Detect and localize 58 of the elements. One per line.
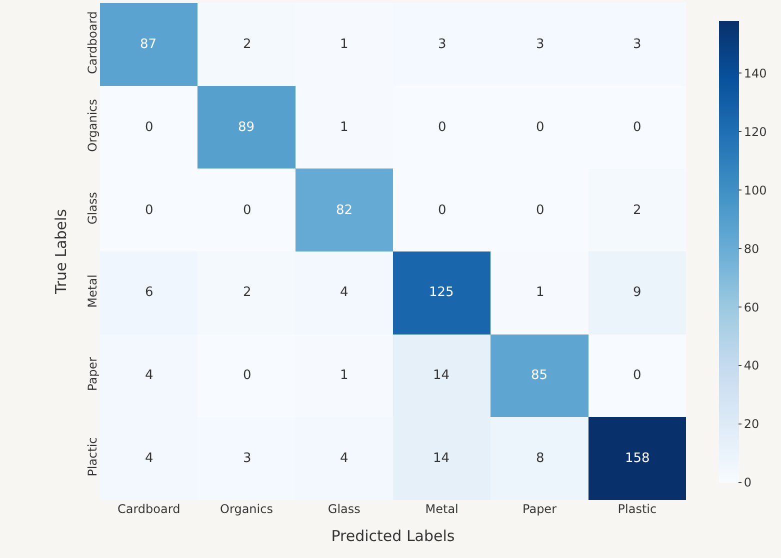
data-label: 3	[438, 37, 446, 52]
y-tick-label: Organics	[86, 98, 100, 152]
color-bar-label: 20	[744, 417, 760, 432]
data-label: 14	[433, 368, 450, 383]
color-bar-label: 40	[744, 358, 760, 373]
data-label: 1	[340, 368, 348, 383]
data-label: 14	[433, 451, 450, 466]
color-bar-label: 0	[744, 476, 752, 490]
data-label: 0	[243, 368, 252, 383]
data-label: 125	[429, 285, 454, 300]
data-label: 0	[536, 120, 544, 135]
y-tick-label: Paper	[86, 356, 100, 391]
data-label: 85	[531, 368, 548, 383]
x-tick-label: Metal	[425, 502, 458, 516]
data-label: 82	[336, 203, 353, 218]
data-label: 3	[536, 37, 544, 52]
data-label: 4	[145, 368, 154, 383]
data-label: 0	[145, 203, 154, 218]
data-label: 0	[633, 120, 642, 135]
data-label: 0	[438, 203, 446, 218]
x-tick-label: Organics	[220, 502, 273, 516]
x-axis-title: Predicted Labels	[331, 527, 455, 545]
data-label: 0	[536, 203, 544, 218]
x-tick-label: Glass	[328, 502, 360, 516]
x-tick-label: Plastic	[618, 502, 657, 516]
data-label: 0	[633, 368, 642, 383]
color-bar-label: 100	[744, 183, 767, 198]
x-tick-label: Paper	[522, 502, 557, 516]
data-label: 89	[238, 120, 255, 135]
data-label: 4	[145, 451, 154, 466]
data-label: 158	[625, 451, 650, 466]
data-label: 3	[243, 451, 252, 466]
data-label: 0	[438, 120, 446, 135]
data-label: 4	[340, 451, 348, 466]
data-label: 2	[243, 285, 252, 300]
data-label: 2	[633, 203, 642, 218]
color-bar-label: 120	[744, 124, 767, 139]
data-label: 1	[340, 37, 348, 52]
y-tick-label: Glass	[86, 192, 100, 225]
data-label: 0	[243, 203, 252, 218]
data-label: 8	[536, 451, 544, 466]
data-label: 87	[140, 37, 157, 52]
y-axis-title: True Labels	[52, 208, 70, 295]
x-tick-label: Cardboard	[117, 502, 180, 516]
data-label: 1	[340, 120, 348, 135]
data-label: 9	[633, 285, 642, 300]
y-tick-label: Cardboard	[86, 11, 100, 74]
data-label: 6	[145, 285, 154, 300]
data-label: 1	[536, 285, 544, 300]
data-label: 3	[633, 37, 642, 52]
color-bar-label: 140	[744, 66, 767, 80]
data-label: 2	[243, 37, 252, 52]
y-tick-label: Plactic	[86, 437, 100, 476]
color-bar-label: 60	[744, 300, 760, 314]
color-bar-label: 80	[744, 242, 760, 256]
data-label: 4	[340, 285, 348, 300]
data-label: 0	[145, 120, 154, 135]
y-tick-label: Metal	[86, 274, 100, 308]
